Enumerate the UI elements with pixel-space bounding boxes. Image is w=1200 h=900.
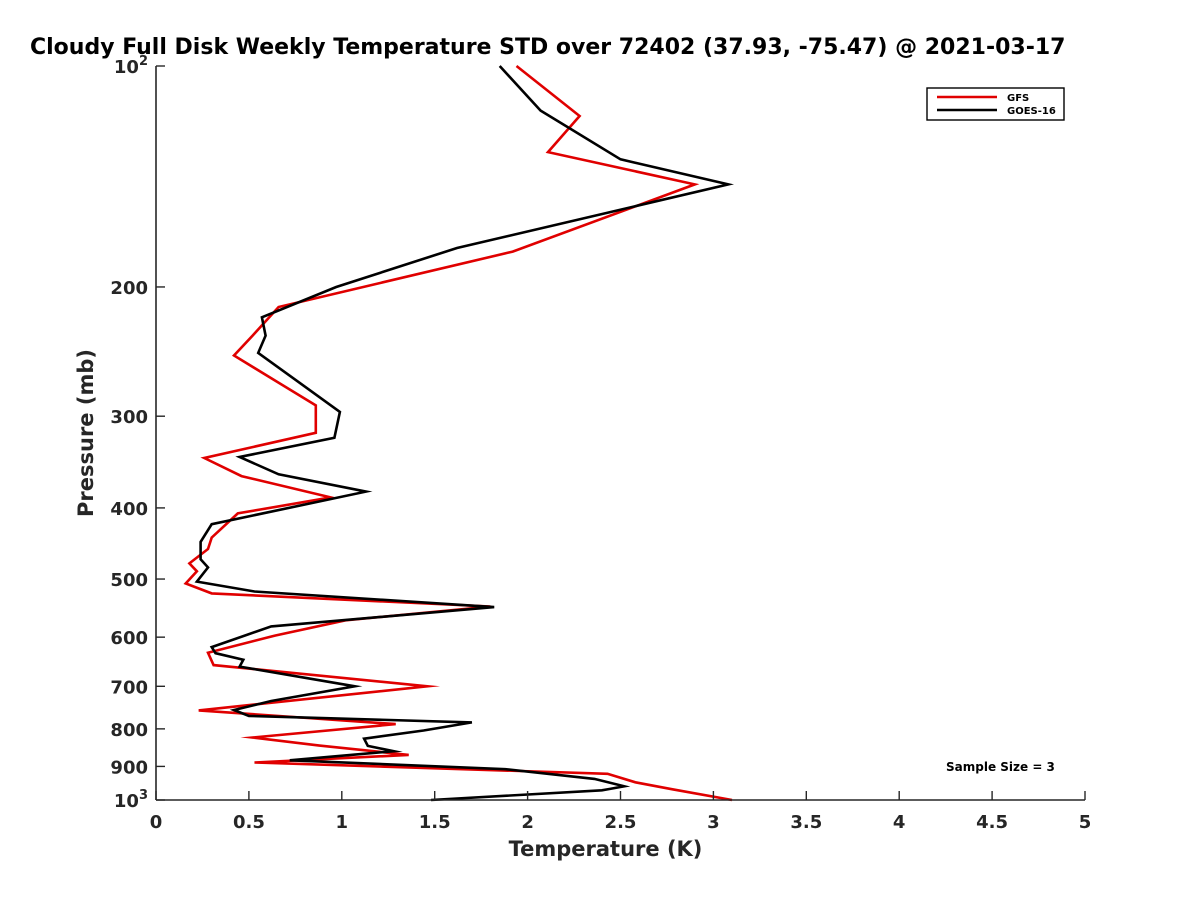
y-tick-label-exponent: 2 xyxy=(139,54,148,69)
y-tick-label: 500 xyxy=(110,570,148,591)
y-tick-label: 200 xyxy=(110,278,148,299)
x-tick-label: 1.5 xyxy=(419,812,451,833)
y-tick-label: 600 xyxy=(110,628,148,649)
y-tick-label: 103 xyxy=(114,788,148,812)
legend: GFS GOES-16 xyxy=(926,87,1065,121)
x-tick-label: 4 xyxy=(893,812,906,833)
y-tick-label: 400 xyxy=(110,499,148,520)
y-tick-label: 900 xyxy=(110,757,148,778)
legend-label: GFS xyxy=(1007,93,1029,104)
y-tick-label: 800 xyxy=(110,720,148,741)
x-tick-label: 2.5 xyxy=(605,812,637,833)
x-tick-label: 3.5 xyxy=(790,812,822,833)
y-axis-label: Pressure (mb) xyxy=(74,349,98,517)
x-tick-label: 4.5 xyxy=(976,812,1008,833)
series-line-gfs xyxy=(183,64,733,802)
x-tick-label: 0.5 xyxy=(233,812,265,833)
plot-data-layer xyxy=(183,64,735,802)
y-tick-label-exponent: 3 xyxy=(139,788,148,803)
x-tick-label: 1 xyxy=(336,812,349,833)
x-tick-label: 0 xyxy=(150,812,163,833)
y-tick-label-base: 10 xyxy=(114,791,139,812)
x-tick-label: 2 xyxy=(521,812,534,833)
sample-size-annotation: Sample Size = 3 xyxy=(946,760,1055,774)
legend-box xyxy=(926,87,1065,121)
y-tick-label: 102 xyxy=(114,54,148,78)
series-line-goes-16 xyxy=(194,65,735,802)
x-tick-label: 5 xyxy=(1079,812,1092,833)
x-axis-label: Temperature (K) xyxy=(509,837,703,861)
y-tick-label-base: 10 xyxy=(114,57,139,78)
x-tick-label: 3 xyxy=(707,812,720,833)
y-tick-label: 300 xyxy=(110,407,148,428)
legend-label: GOES-16 xyxy=(1007,106,1056,117)
axes-layer: 0 0.5 1 1.5 2 2.5 3 3.5 4 4.5 51022003004005006007… xyxy=(74,54,1091,861)
chart-title: Cloudy Full Disk Weekly Temperature STD … xyxy=(30,35,1065,60)
y-tick-label: 700 xyxy=(110,677,148,698)
